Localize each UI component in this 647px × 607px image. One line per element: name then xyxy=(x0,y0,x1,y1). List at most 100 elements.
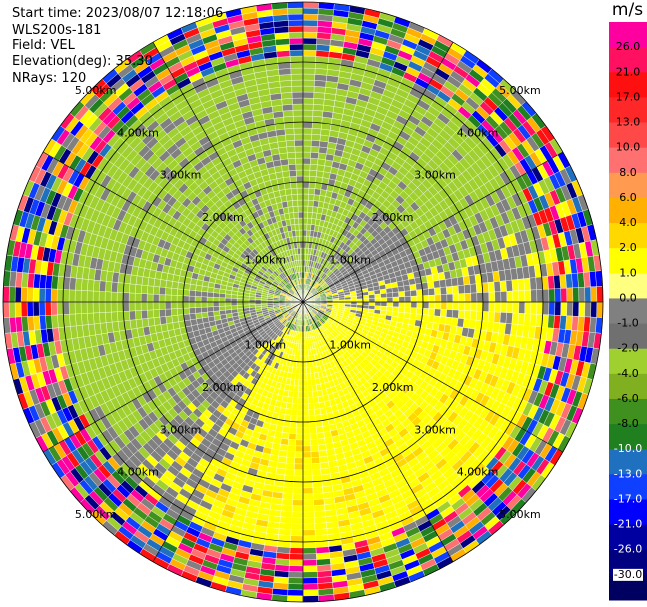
velocity-gate xyxy=(350,296,358,300)
velocity-gate xyxy=(590,301,598,318)
velocity-gate xyxy=(404,296,412,303)
velocity-gate xyxy=(311,462,321,470)
velocity-gate xyxy=(566,287,574,303)
velocity-gate xyxy=(288,433,297,440)
velocity-gate xyxy=(289,421,297,429)
velocity-gate xyxy=(313,498,325,506)
velocity-gate xyxy=(297,397,304,405)
velocity-gate xyxy=(313,402,321,410)
velocity-gate xyxy=(434,301,442,310)
velocity-gate xyxy=(404,301,412,308)
velocity-gate xyxy=(446,286,453,295)
velocity-gate xyxy=(200,291,208,298)
velocity-gate xyxy=(434,287,441,296)
velocity-gate xyxy=(309,433,318,440)
velocity-gate xyxy=(295,439,304,447)
velocity-gate xyxy=(153,286,160,295)
velocity-gate xyxy=(487,311,495,323)
velocity-gate xyxy=(313,92,326,100)
velocity-gate xyxy=(499,280,507,292)
velocity-gate xyxy=(457,309,465,320)
velocity-gate xyxy=(440,301,448,310)
velocity-gate xyxy=(294,457,304,465)
velocity-gate xyxy=(290,409,298,417)
velocity-gate xyxy=(153,316,161,326)
velocity-gate xyxy=(165,287,172,296)
velocity-gate xyxy=(529,313,537,327)
velocity-gate xyxy=(307,199,314,207)
velocity-gate xyxy=(422,308,430,316)
velocity-gate xyxy=(297,391,304,399)
velocity-gate xyxy=(302,505,315,513)
velocity-gate xyxy=(464,301,472,311)
velocity-gate xyxy=(302,205,309,213)
velocity-gate xyxy=(500,291,508,303)
velocity-gate xyxy=(291,517,304,525)
velocity-gate xyxy=(297,403,304,411)
velocity-gate xyxy=(38,287,46,303)
velocity-gate xyxy=(302,31,318,39)
velocity-gate xyxy=(302,223,308,231)
velocity-gate xyxy=(475,282,483,294)
velocity-gate xyxy=(295,427,304,435)
velocity-gate xyxy=(302,361,307,369)
velocity-gate xyxy=(506,290,514,303)
velocity-gate xyxy=(170,294,178,303)
velocity-gate xyxy=(122,292,130,303)
velocity-gate xyxy=(302,7,319,15)
velocity-gate xyxy=(75,313,83,327)
velocity-gate xyxy=(446,301,454,311)
velocity-gate xyxy=(302,589,319,597)
velocity-gate xyxy=(469,283,477,294)
velocity-gate xyxy=(56,288,64,303)
velocity-gate xyxy=(302,565,318,573)
velocity-gate xyxy=(50,288,58,303)
velocity-gate xyxy=(105,281,113,293)
velocity-gate xyxy=(206,296,214,303)
velocity-gate xyxy=(152,301,160,311)
velocity-gate xyxy=(311,128,322,136)
velocity-gate xyxy=(362,294,370,300)
velocity-gate xyxy=(8,301,16,318)
velocity-gate xyxy=(302,175,310,183)
velocity-gate xyxy=(287,595,304,603)
velocity-gate xyxy=(242,301,250,306)
velocity-gate xyxy=(311,474,323,482)
velocity-gate xyxy=(153,278,161,288)
velocity-gate xyxy=(302,493,314,501)
velocity-gate xyxy=(457,284,465,295)
velocity-gate xyxy=(92,290,100,303)
velocity-gate xyxy=(482,301,490,312)
velocity-gate xyxy=(368,298,376,303)
velocity-gate xyxy=(302,355,307,363)
velocity-gate xyxy=(189,313,197,321)
velocity-gate xyxy=(302,85,315,93)
velocity-gate xyxy=(212,297,220,303)
velocity-gate xyxy=(93,279,101,292)
velocity-gate xyxy=(596,286,604,303)
velocity-gate xyxy=(310,158,319,165)
velocity-gate xyxy=(298,385,304,393)
velocity-gate xyxy=(291,505,304,513)
velocity-gate xyxy=(2,301,10,318)
velocity-gate xyxy=(200,306,208,313)
velocity-gate xyxy=(302,457,312,465)
velocity-gate xyxy=(206,306,214,313)
velocity-gate xyxy=(529,277,537,291)
velocity-gate xyxy=(291,403,298,411)
velocity-gate xyxy=(317,444,327,452)
velocity-gate xyxy=(428,288,436,296)
velocity-gate xyxy=(302,343,306,351)
velocity-gate xyxy=(164,294,172,303)
velocity-gate xyxy=(313,98,325,106)
velocity-gate xyxy=(311,384,318,392)
velocity-gate xyxy=(230,305,238,310)
velocity-gate xyxy=(309,164,318,171)
velocity-gate xyxy=(470,301,478,312)
velocity-gate xyxy=(380,305,388,311)
velocity-gate xyxy=(464,293,472,303)
velocity-gate xyxy=(194,307,202,314)
velocity-gate xyxy=(493,311,501,323)
velocity-gate xyxy=(312,396,320,404)
velocity-gate xyxy=(140,301,148,311)
